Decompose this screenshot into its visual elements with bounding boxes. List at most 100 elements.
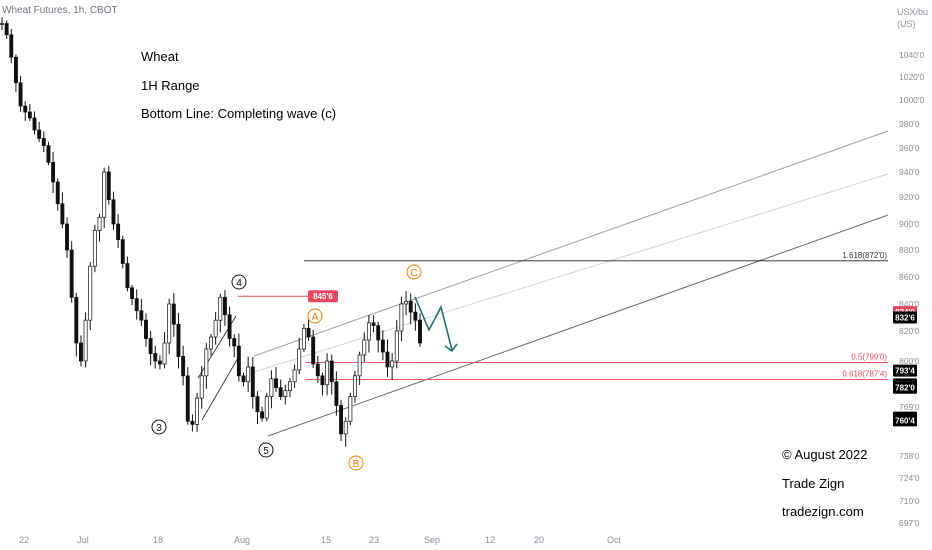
- wave-label-circle: [307, 308, 323, 324]
- candle-body: [130, 287, 134, 299]
- chart-title: Wheat: [141, 49, 179, 64]
- candle-body: [125, 263, 130, 289]
- candle-body: [339, 405, 343, 435]
- candle-body: [9, 34, 14, 58]
- channel-line: [253, 130, 889, 357]
- arrow-head: [444, 343, 458, 353]
- x-tick-label: 12: [485, 535, 495, 545]
- candle-body: [218, 296, 223, 321]
- x-tick-label: 23: [369, 535, 379, 545]
- candle-body: [185, 375, 190, 422]
- candle-body: [260, 411, 265, 419]
- candle-body: [144, 319, 148, 339]
- candle-body: [106, 171, 111, 201]
- candle-body: [399, 303, 404, 332]
- candle-body: [116, 223, 121, 240]
- candle-body: [343, 420, 348, 435]
- price-tag-label: 760'4: [895, 416, 915, 425]
- y-tick-label: 724'0: [899, 473, 920, 483]
- y-tick-label: 980'0: [899, 119, 920, 129]
- x-tick-label: 22: [19, 535, 29, 545]
- candle-body: [264, 396, 269, 419]
- timeframe-note: 1H Range: [141, 78, 200, 93]
- y-tick-label: 1020'0: [899, 72, 925, 82]
- candle-body: [139, 310, 144, 321]
- level-label: 0.5(799'0): [851, 352, 887, 361]
- wave-labels: 4 3 5 A B C: [151, 264, 422, 471]
- wave-label-circle: [258, 442, 274, 458]
- copyright-text: © August 2022: [782, 447, 868, 462]
- candle-body: [394, 330, 399, 362]
- projection-path: [414, 296, 453, 351]
- candle-body: [329, 360, 334, 383]
- candle-body: [246, 366, 251, 383]
- candle-body: [51, 162, 56, 183]
- candle-body: [376, 325, 381, 341]
- candle-body: [148, 338, 153, 354]
- price-tag-label: 832'6: [895, 314, 915, 323]
- y-tick-label: 697'0: [899, 518, 920, 528]
- candle-body: [13, 56, 18, 84]
- level-label: 0.618(787'4): [842, 370, 887, 379]
- candle-body: [195, 397, 200, 425]
- candle-body: [274, 378, 278, 389]
- x-tick-label: 15: [321, 535, 331, 545]
- candle-body: [209, 336, 213, 350]
- candle-body: [176, 323, 181, 357]
- wave-label-4: 4: [236, 278, 242, 289]
- candle-body: [204, 348, 209, 377]
- candle-body: [306, 327, 311, 338]
- candle-body: [236, 345, 241, 377]
- wave-channel-line: [201, 357, 239, 421]
- url-text[interactable]: tradezign.com: [782, 504, 864, 519]
- y-tick-label: 860'0: [899, 272, 920, 282]
- y-tick-label: 800'0: [899, 356, 920, 366]
- candle-body: [55, 181, 60, 205]
- x-tick-label: 18: [153, 535, 163, 545]
- candle-body: [162, 342, 167, 365]
- y-tick-label: 960'0: [899, 143, 920, 153]
- y-tick-label: 940'0: [899, 167, 920, 177]
- candle-body: [311, 336, 316, 365]
- x-tick-label: Oct: [607, 535, 622, 545]
- candle-body: [134, 298, 139, 312]
- candle-body: [171, 303, 176, 325]
- x-tick-label: 20: [534, 535, 544, 545]
- candle-body: [325, 360, 330, 386]
- candle-body: [167, 303, 172, 344]
- candle-body: [32, 117, 37, 131]
- price-tag: [893, 364, 917, 377]
- wave-label-5: 5: [263, 446, 269, 457]
- candle-body: [111, 199, 116, 225]
- candle-body: [292, 369, 297, 383]
- candle-body: [334, 381, 339, 406]
- wave-label-circle: [231, 274, 247, 290]
- wave-label-3: 3: [156, 423, 162, 434]
- candle-body: [380, 339, 385, 353]
- candle-body: [92, 230, 97, 267]
- symbol-header: Wheat Futures, 1h, CBOT: [2, 5, 118, 16]
- candle-body: [46, 145, 51, 163]
- x-tick-label: Aug: [234, 535, 250, 545]
- candle-body: [283, 390, 288, 397]
- candle-body: [269, 378, 274, 397]
- candle-body: [227, 314, 232, 339]
- channel-lines: [197, 130, 889, 437]
- price-tag: [308, 290, 338, 303]
- candle-body: [88, 265, 93, 321]
- candle-body: [60, 203, 65, 225]
- candle-body: [0, 23, 4, 25]
- candle-body: [74, 296, 79, 344]
- candle-body: [241, 375, 246, 383]
- candle-body: [222, 296, 227, 316]
- x-tick-label: Jul: [77, 535, 89, 545]
- candle-body: [404, 300, 409, 305]
- candle-body: [199, 375, 204, 399]
- candle-body: [371, 322, 376, 326]
- candle-body: [181, 356, 186, 377]
- level-label: 1.618(872'0): [842, 251, 887, 260]
- candle-body: [418, 319, 422, 344]
- y-tick-label: 710'0: [899, 496, 920, 506]
